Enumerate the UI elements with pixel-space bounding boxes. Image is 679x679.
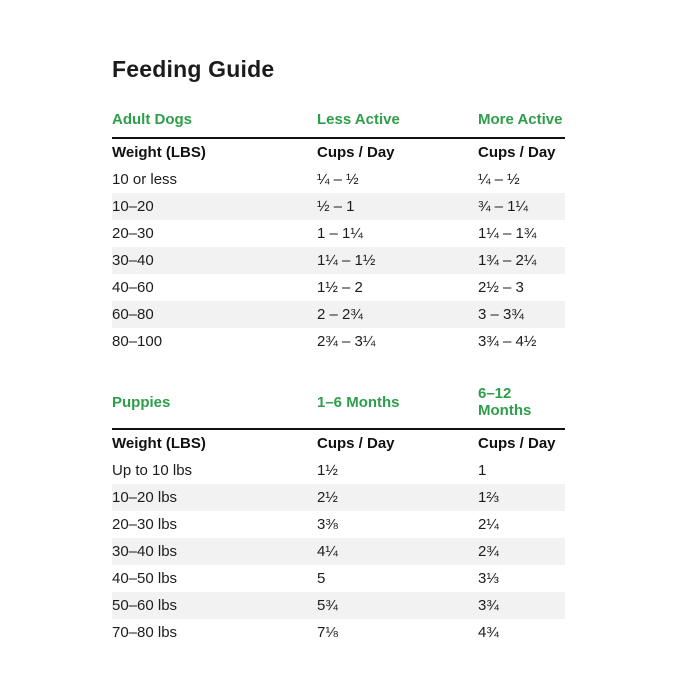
table-row: 30–40 lbs 4¼ 2¾ (112, 538, 565, 565)
weight-cell: 40–60 (112, 279, 154, 296)
puppies-section: Puppies 1–6 Months 6–12 Months Weight (L… (112, 381, 565, 646)
table-row: 80–100 2¾ – 3¼ 3¾ – 4½ (112, 328, 565, 355)
weight-cell: 20–30 (112, 225, 154, 242)
cups-cell: ¼ – ½ (478, 171, 520, 188)
puppies-weight-header: Weight (LBS) (112, 428, 317, 457)
table-row: Up to 10 lbs 1½ 1 (112, 457, 565, 484)
cups-cell: 2¾ (478, 543, 499, 560)
table-row: 20–30 lbs 3⅜ 2¼ (112, 511, 565, 538)
adult-cups-header-more: Cups / Day (478, 137, 565, 166)
weight-cell: 20–30 lbs (112, 516, 178, 533)
weight-cell: 80–100 (112, 333, 163, 350)
cups-cell: 3¾ – 4½ (478, 333, 537, 350)
cups-cell: 1½ (317, 462, 338, 479)
adult-dogs-table: Adult Dogs Less Active More Active Weigh… (112, 107, 565, 355)
cups-cell: 4¾ (478, 624, 499, 641)
cups-cell: 1 (478, 462, 487, 479)
cups-cell: ½ – 1 (317, 198, 355, 215)
cups-cell: ¾ – 1¼ (478, 198, 529, 215)
table-row: 10–20 ½ – 1 ¾ – 1¼ (112, 193, 565, 220)
puppies-section-label: Puppies (112, 393, 171, 411)
cups-cell: 3⅓ (478, 570, 499, 587)
puppies-section-header-row: Puppies 1–6 Months 6–12 Months (112, 381, 565, 429)
cups-cell: 1¼ – 1½ (317, 252, 376, 269)
adult-section-header-row: Adult Dogs Less Active More Active (112, 107, 565, 138)
cups-cell: 5 (317, 570, 326, 587)
cups-cell: 2¼ (478, 516, 499, 533)
table-row: 40–50 lbs 5 3⅓ (112, 565, 565, 592)
table-row: 30–40 1¼ – 1½ 1¾ – 2¼ (112, 247, 565, 274)
cups-cell: 1⅔ (478, 489, 499, 506)
page-title: Feeding Guide (112, 56, 275, 82)
adult-col-more-active: More Active (478, 111, 563, 128)
weight-cell: 30–40 lbs (112, 543, 178, 560)
cups-cell: 1 – 1¼ (317, 225, 363, 242)
table-row: 10–20 lbs 2½ 1⅔ (112, 484, 565, 511)
weight-cell: Up to 10 lbs (112, 462, 193, 479)
cups-cell: 3⅜ (317, 516, 338, 533)
cups-cell: ¼ – ½ (317, 171, 359, 188)
cups-cell: 2½ – 3 (478, 279, 524, 296)
table-row: 60–80 2 – 2¾ 3 – 3¾ (112, 301, 565, 328)
puppies-col-6-12-months: 6–12 Months (478, 385, 532, 419)
table-row: 70–80 lbs 7⅛ 4¾ (112, 619, 565, 646)
cups-cell: 7⅛ (317, 624, 338, 641)
cups-cell: 4¼ (317, 543, 338, 560)
cups-cell: 3¾ (478, 597, 499, 614)
adult-subheader-row: Weight (LBS) Cups / Day Cups / Day (112, 137, 565, 166)
puppies-subheader-row: Weight (LBS) Cups / Day Cups / Day (112, 428, 565, 457)
puppies-table: Puppies 1–6 Months 6–12 Months Weight (L… (112, 381, 565, 646)
table-row: 40–60 1½ – 2 2½ – 3 (112, 274, 565, 301)
cups-cell: 1½ – 2 (317, 279, 363, 296)
adult-dogs-section: Adult Dogs Less Active More Active Weigh… (112, 107, 565, 355)
cups-cell: 3 – 3¾ (478, 306, 524, 323)
puppies-cups-header-young: Cups / Day (317, 428, 478, 457)
weight-cell: 70–80 lbs (112, 624, 178, 641)
weight-cell: 30–40 (112, 252, 154, 269)
adult-weight-header: Weight (LBS) (112, 137, 317, 166)
table-row: 50–60 lbs 5¾ 3¾ (112, 592, 565, 619)
weight-cell: 50–60 lbs (112, 597, 178, 614)
cups-cell: 1¼ – 1¾ (478, 225, 537, 242)
puppies-cups-header-old: Cups / Day (478, 428, 565, 457)
adult-section-label: Adult Dogs (112, 111, 192, 128)
weight-cell: 10 or less (112, 171, 178, 188)
table-row: 10 or less ¼ – ½ ¼ – ½ (112, 166, 565, 193)
table-row: 20–30 1 – 1¼ 1¼ – 1¾ (112, 220, 565, 247)
cups-cell: 2½ (317, 489, 338, 506)
weight-cell: 10–20 lbs (112, 489, 178, 506)
weight-cell: 10–20 (112, 198, 154, 215)
cups-cell: 2¾ – 3¼ (317, 333, 376, 350)
cups-cell: 5¾ (317, 597, 338, 614)
cups-cell: 1¾ – 2¼ (478, 252, 537, 269)
weight-cell: 40–50 lbs (112, 570, 178, 587)
adult-col-less-active: Less Active (317, 111, 400, 128)
puppies-col-1-6-months: 1–6 Months (317, 393, 400, 411)
cups-cell: 2 – 2¾ (317, 306, 363, 323)
weight-cell: 60–80 (112, 306, 154, 323)
adult-cups-header-less: Cups / Day (317, 137, 478, 166)
